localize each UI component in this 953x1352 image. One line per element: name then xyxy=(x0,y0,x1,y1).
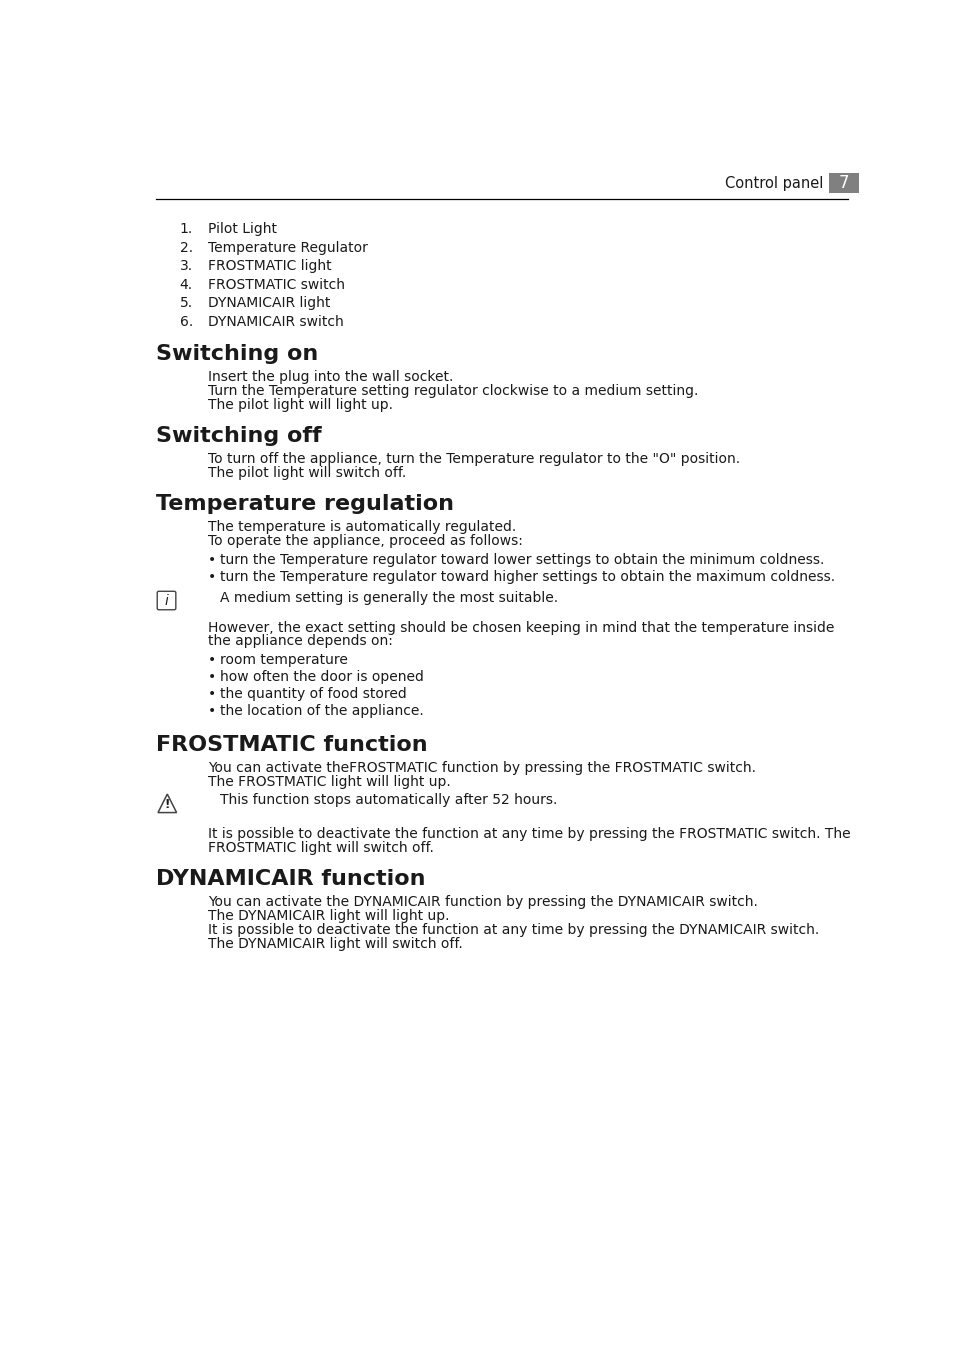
Text: the appliance depends on:: the appliance depends on: xyxy=(208,634,393,649)
Text: •: • xyxy=(208,687,216,700)
Text: Switching off: Switching off xyxy=(156,426,322,446)
Text: It is possible to deactivate the function at any time by pressing the FROSTMATIC: It is possible to deactivate the functio… xyxy=(208,827,850,841)
Text: the quantity of food stored: the quantity of food stored xyxy=(220,687,406,700)
Text: DYNAMICAIR light: DYNAMICAIR light xyxy=(208,296,331,310)
Text: 1.: 1. xyxy=(179,222,193,237)
Text: i: i xyxy=(165,594,169,607)
Text: Turn the Temperature setting regulator clockwise to a medium setting.: Turn the Temperature setting regulator c… xyxy=(208,384,698,399)
Text: the location of the appliance.: the location of the appliance. xyxy=(220,703,423,718)
Text: FROSTMATIC switch: FROSTMATIC switch xyxy=(208,277,345,292)
Text: how often the door is opened: how often the door is opened xyxy=(220,669,423,684)
Text: 4.: 4. xyxy=(179,277,193,292)
Text: 5.: 5. xyxy=(179,296,193,310)
Text: This function stops automatically after 52 hours.: This function stops automatically after … xyxy=(220,794,557,807)
Text: FROSTMATIC light will switch off.: FROSTMATIC light will switch off. xyxy=(208,841,434,854)
Text: !: ! xyxy=(165,798,170,811)
Text: 7: 7 xyxy=(838,174,848,192)
Text: Temperature Regulator: Temperature Regulator xyxy=(208,241,368,254)
Text: DYNAMICAIR switch: DYNAMICAIR switch xyxy=(208,315,344,329)
Text: turn the Temperature regulator toward higher settings to obtain the maximum cold: turn the Temperature regulator toward hi… xyxy=(220,569,834,584)
Text: •: • xyxy=(208,653,216,667)
Text: Pilot Light: Pilot Light xyxy=(208,222,277,237)
Text: The pilot light will light up.: The pilot light will light up. xyxy=(208,399,393,412)
FancyBboxPatch shape xyxy=(828,173,858,193)
Text: Insert the plug into the wall socket.: Insert the plug into the wall socket. xyxy=(208,370,454,384)
Text: The DYNAMICAIR light will light up.: The DYNAMICAIR light will light up. xyxy=(208,909,450,923)
Text: •: • xyxy=(208,569,216,584)
Text: FROSTMATIC function: FROSTMATIC function xyxy=(156,734,428,754)
FancyBboxPatch shape xyxy=(157,591,175,610)
Text: •: • xyxy=(208,703,216,718)
Text: However, the exact setting should be chosen keeping in mind that the temperature: However, the exact setting should be cho… xyxy=(208,621,834,634)
Text: FROSTMATIC light: FROSTMATIC light xyxy=(208,260,332,273)
Text: 6.: 6. xyxy=(179,315,193,329)
Text: The DYNAMICAIR light will switch off.: The DYNAMICAIR light will switch off. xyxy=(208,937,462,950)
Text: •: • xyxy=(208,669,216,684)
Text: Control panel: Control panel xyxy=(724,176,822,191)
Text: DYNAMICAIR function: DYNAMICAIR function xyxy=(156,869,425,888)
Text: Temperature regulation: Temperature regulation xyxy=(156,493,454,514)
Text: The pilot light will switch off.: The pilot light will switch off. xyxy=(208,466,406,480)
Text: •: • xyxy=(208,553,216,566)
Text: 2.: 2. xyxy=(179,241,193,254)
Text: To turn off the appliance, turn the Temperature regulator to the "O" position.: To turn off the appliance, turn the Temp… xyxy=(208,453,740,466)
Text: room temperature: room temperature xyxy=(220,653,348,667)
Text: A medium setting is generally the most suitable.: A medium setting is generally the most s… xyxy=(220,591,558,606)
Text: 3.: 3. xyxy=(179,260,193,273)
Text: Switching on: Switching on xyxy=(156,343,318,364)
Text: turn the Temperature regulator toward lower settings to obtain the minimum coldn: turn the Temperature regulator toward lo… xyxy=(220,553,823,566)
Text: To operate the appliance, proceed as follows:: To operate the appliance, proceed as fol… xyxy=(208,534,522,549)
Text: It is possible to deactivate the function at any time by pressing the DYNAMICAIR: It is possible to deactivate the functio… xyxy=(208,923,819,937)
Text: The FROSTMATIC light will light up.: The FROSTMATIC light will light up. xyxy=(208,775,451,788)
Text: You can activate theFROSTMATIC function by pressing the FROSTMATIC switch.: You can activate theFROSTMATIC function … xyxy=(208,761,756,775)
Text: The temperature is automatically regulated.: The temperature is automatically regulat… xyxy=(208,521,517,534)
Text: You can activate the DYNAMICAIR function by pressing the DYNAMICAIR switch.: You can activate the DYNAMICAIR function… xyxy=(208,895,758,910)
